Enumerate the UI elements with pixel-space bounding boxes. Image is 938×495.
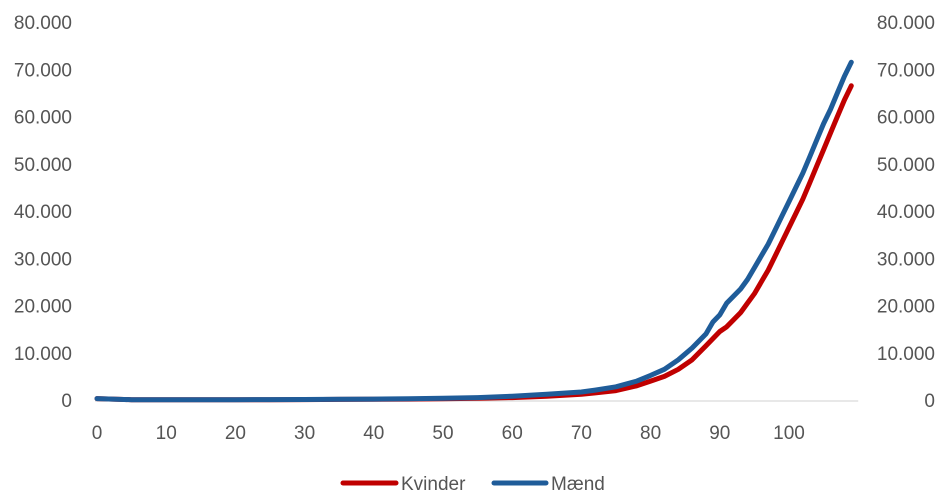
x-tick-label: 30 [294,423,315,444]
y-tick-right-label: 10.000 [877,344,935,365]
x-tick-label: 50 [432,423,453,444]
series-line-kvinder [94,83,854,403]
y-tick-left-label: 20.000 [14,297,72,318]
x-tick-label: 0 [92,423,103,444]
y-tick-left-label: 10.000 [14,344,72,365]
y-axis-left-ticks: 0 10.000 20.000 30.000 40.000 50.000 60.000 70.… [14,13,72,412]
y-tick-left-label: 60.000 [14,108,72,129]
y-tick-right-label: 30.000 [877,249,935,270]
x-tick-label: 80 [640,423,661,444]
x-axis-ticks: 0 10 20 30 40 50 60 70 80 90 100 [92,423,805,444]
legend-label-maend: Mænd [551,474,605,495]
y-tick-left-label: 40.000 [14,202,72,223]
x-tick-label: 70 [571,423,592,444]
x-tick-label: 10 [156,423,177,444]
y-axis-right-ticks: 0 10.000 20.000 30.000 40.000 50.000 60.000 70.… [877,13,935,412]
legend: Kvinder Mænd [340,474,605,495]
y-tick-right-label: 70.000 [877,60,935,81]
y-tick-right-label: 60.000 [877,108,935,129]
y-tick-right-label: 80.000 [877,13,935,34]
y-tick-right-label: 20.000 [877,297,935,318]
legend-label-kvinder: Kvinder [401,474,466,495]
y-tick-left-label: 70.000 [14,60,72,81]
y-tick-left-label: 30.000 [14,249,72,270]
x-tick-label: 20 [225,423,246,444]
y-tick-right-label: 40.000 [877,202,935,223]
x-tick-label: 60 [502,423,523,444]
series-lines [94,59,854,403]
x-tick-label: 40 [363,423,384,444]
y-tick-left-label: 50.000 [14,155,72,176]
series-line-maend [94,59,854,403]
y-tick-right-label: 0 [924,391,935,412]
y-tick-right-label: 50.000 [877,155,935,176]
y-tick-left-label: 80.000 [14,13,72,34]
x-tick-label: 90 [709,423,730,444]
y-tick-left-label: 0 [61,391,72,412]
x-tick-label: 100 [773,423,805,444]
